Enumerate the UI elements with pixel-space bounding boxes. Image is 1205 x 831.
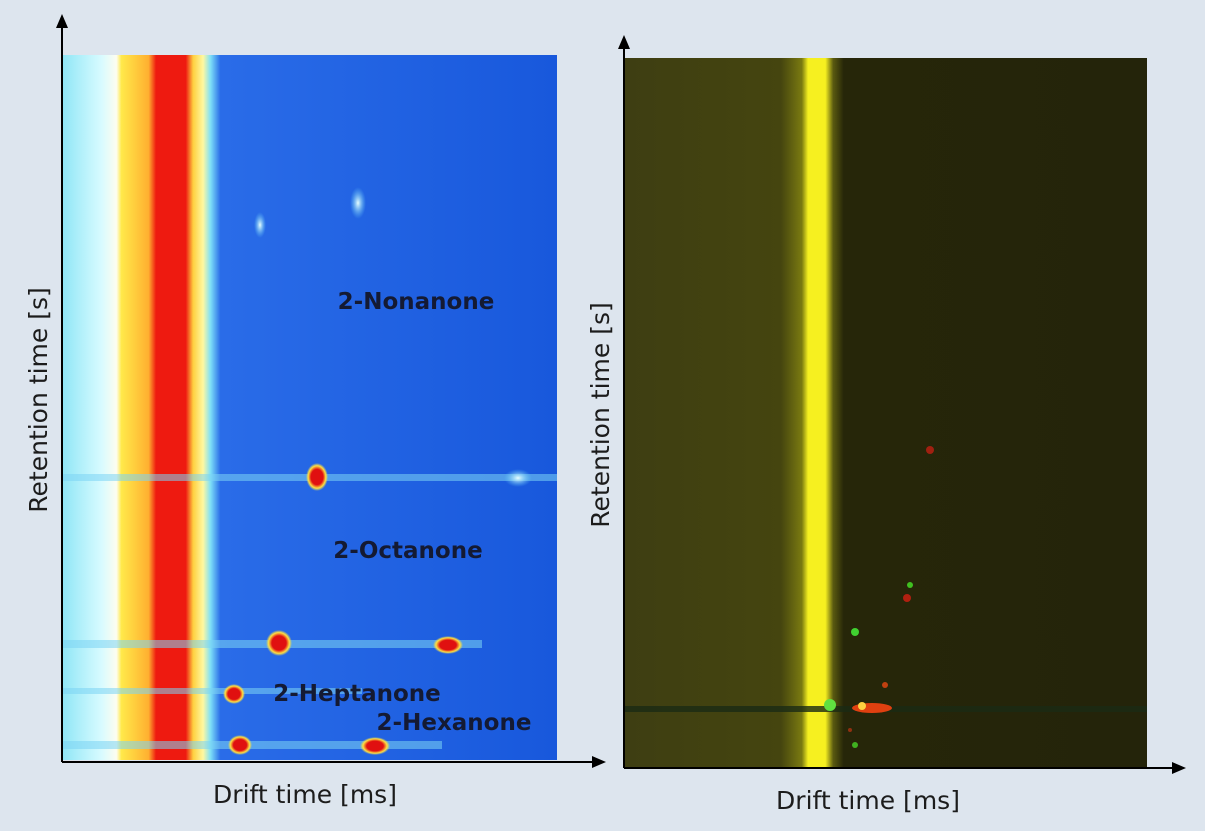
y-axis-label: Retention time [s] xyxy=(24,287,53,512)
peaks xyxy=(223,187,532,755)
heatmap-left xyxy=(62,55,557,760)
compound-label: 2-Octanone xyxy=(333,538,482,564)
axes-right xyxy=(618,35,1186,774)
heatmap-right xyxy=(624,58,1147,768)
y-axis-label: Retention time [s] xyxy=(586,302,615,527)
compound-label: 2-Hexanone xyxy=(377,710,532,736)
axes-left xyxy=(56,14,606,768)
x-axis-label: Drift time [ms] xyxy=(776,786,960,815)
compound-label: 2-Nonanone xyxy=(338,289,495,315)
compound-label: 2-Heptanone xyxy=(273,681,441,707)
x-axis-label: Drift time [ms] xyxy=(213,780,397,809)
peaks xyxy=(824,446,934,748)
